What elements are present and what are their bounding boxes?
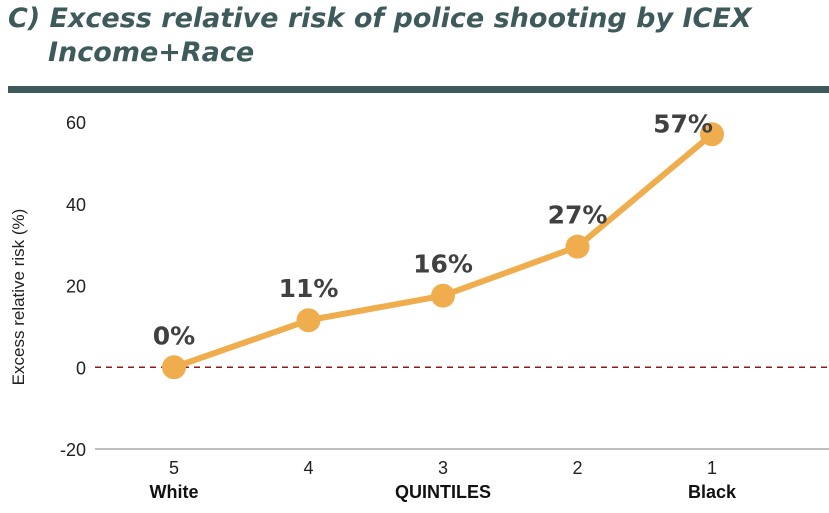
x-tick-label: 3 — [438, 458, 448, 478]
data-point — [296, 308, 321, 333]
data-label: 0% — [153, 321, 195, 350]
x-tick-label: 5 — [169, 458, 179, 478]
y-tick-label: 60 — [66, 113, 86, 133]
data-label: 11% — [279, 274, 339, 303]
title-divider — [8, 86, 829, 93]
data-point — [700, 122, 724, 147]
chart-title: C) Excess relative risk of police shooti… — [8, 2, 752, 70]
data-label: 57% — [653, 109, 713, 138]
chart-title-line2: Income+Race — [48, 37, 255, 68]
data-point — [565, 234, 590, 259]
data-label: 16% — [413, 250, 473, 279]
y-tick-label: 20 — [66, 277, 86, 297]
data-label: 27% — [548, 201, 608, 230]
x-tick-sublabel: White — [150, 482, 199, 502]
y-tick-label: 40 — [66, 195, 86, 215]
x-tick-label: 2 — [572, 458, 582, 478]
x-tick-sublabel: QUINTILES — [395, 482, 491, 502]
y-tick-label: -20 — [60, 440, 86, 460]
y-tick-label: 0 — [76, 358, 86, 378]
y-axis-label: Excess relative risk (%) — [9, 209, 28, 386]
chart-title-line1: C) Excess relative risk of police shooti… — [8, 3, 752, 34]
data-point — [431, 283, 455, 308]
x-tick-label: 4 — [303, 458, 313, 478]
data-point — [162, 355, 186, 380]
x-tick-sublabel: Black — [688, 482, 737, 502]
x-tick-label: 1 — [707, 458, 717, 478]
